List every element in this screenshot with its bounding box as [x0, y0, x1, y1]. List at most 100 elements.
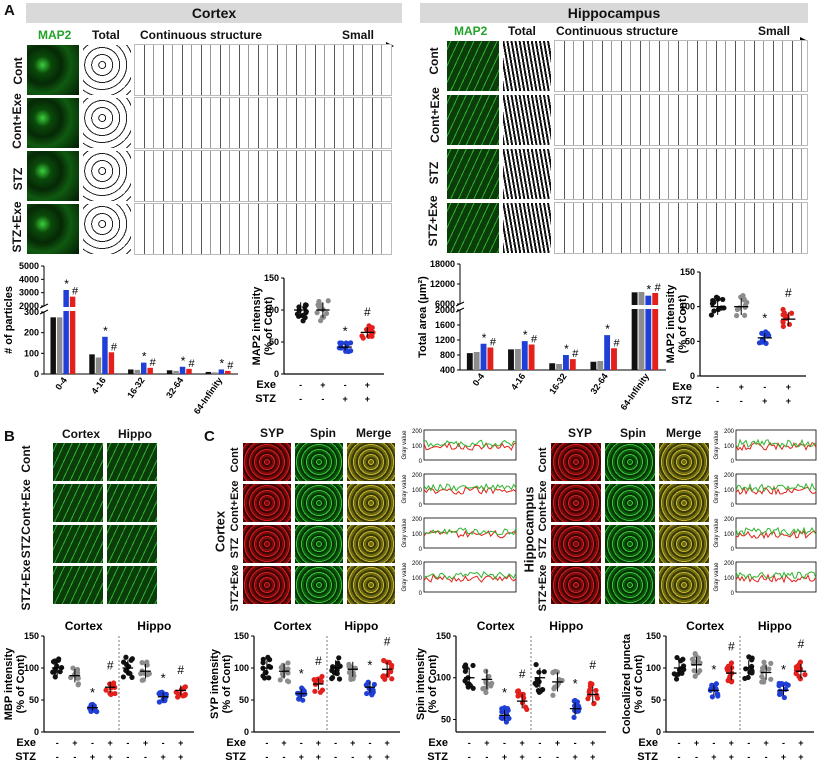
micrograph [106, 565, 158, 605]
data-point [265, 654, 271, 660]
data-point [554, 669, 560, 675]
exe-sign: - [126, 738, 129, 748]
row-stzexe-hippo: STZ+Exe [426, 195, 440, 247]
data-point [336, 676, 343, 682]
data-point [481, 685, 487, 691]
data-point [312, 688, 318, 694]
micrograph [82, 150, 132, 202]
stz-sign: + [108, 752, 113, 762]
significance-hash: # [490, 337, 497, 349]
data-point [483, 679, 489, 686]
profile-axis-label: Gray value [402, 430, 408, 460]
exe-sign: + [143, 738, 148, 748]
data-point [802, 672, 808, 678]
data-point [336, 655, 342, 661]
bar [179, 366, 186, 374]
profile-axis-label: Gray value [714, 562, 720, 592]
micrograph [82, 203, 132, 255]
micrograph [446, 94, 500, 146]
y-axis-label: # of particles [3, 286, 15, 354]
data-point [488, 683, 494, 689]
stz-sign: - [334, 752, 337, 762]
exe-sign: - [747, 738, 750, 748]
profile-frame [735, 517, 817, 549]
significance-star: * [103, 324, 108, 338]
y-tick-label: 1600 [435, 320, 455, 330]
x-tick-label: 64-Infinity [618, 371, 651, 412]
region-label-hippo: Hippo [137, 619, 171, 633]
data-point [709, 694, 715, 700]
data-point [673, 676, 680, 682]
y-tick-label: 150 [234, 631, 249, 641]
y-tick-label: 100 [234, 663, 249, 673]
data-point [780, 319, 786, 326]
significance-hash: # [364, 305, 371, 319]
stz-sign: - [73, 752, 76, 762]
data-point [574, 701, 580, 707]
micrograph [26, 203, 80, 255]
micrograph [106, 483, 158, 523]
stz-label: STZ [225, 751, 246, 763]
data-point [318, 678, 324, 685]
profile-line [423, 486, 517, 495]
significance-hash: # [72, 286, 79, 298]
c-row-contexe-left: Cont+Exe [229, 480, 241, 532]
data-point [796, 673, 802, 680]
stz-sign: - [283, 752, 286, 762]
data-point [470, 662, 476, 669]
y-tick-label: 100 [24, 663, 39, 673]
data-point [367, 333, 373, 339]
total-label-hippo: Total [508, 24, 536, 38]
bar-gap [55, 307, 64, 311]
region-label-cortex: Cortex [477, 619, 515, 633]
micrograph [658, 565, 710, 605]
coloc-chart: 150 100 50 0 Colocalized puncta(% of Cont) - -… [621, 619, 814, 763]
significance-star: * [564, 342, 569, 356]
data-point [571, 714, 577, 720]
profile-tick: 0 [419, 503, 423, 509]
data-point [339, 340, 345, 346]
data-point [123, 654, 129, 660]
exe-sign: + [590, 738, 595, 748]
c-row-cont-left: Cont [229, 447, 241, 473]
stz-sign: + [572, 752, 577, 762]
panel-label-c: C [204, 428, 215, 445]
data-point [285, 666, 291, 672]
hippocampus-title: Hippocampus [420, 3, 808, 23]
exe-label: Exe [256, 379, 276, 391]
stz-label: STZ [427, 751, 448, 763]
profile-tick: 0 [419, 459, 423, 465]
stz-sign: + [502, 752, 507, 762]
data-point [317, 689, 324, 695]
data-point [503, 719, 510, 725]
data-point [260, 660, 266, 666]
bar [563, 355, 569, 370]
data-point [260, 673, 266, 679]
exe-sign: - [716, 382, 719, 392]
bar [63, 290, 69, 374]
profile-frame [423, 473, 517, 505]
significance-hash: # [798, 637, 805, 651]
c-col-spin-right: Spin [620, 426, 646, 440]
data-point [535, 688, 542, 694]
profile-tick: 100 [412, 488, 423, 494]
c-col-merge-right: Merge [666, 426, 702, 440]
profile-tick: 200 [412, 473, 423, 479]
profile-line [735, 482, 817, 493]
y-tick-label: 150 [646, 631, 661, 641]
micrograph [658, 442, 710, 482]
stz-sign: + [786, 396, 791, 406]
data-point [320, 314, 327, 320]
region-label-cortex: Cortex [686, 619, 724, 633]
profile-line [423, 571, 517, 580]
data-point [74, 666, 81, 673]
exe-sign: + [786, 382, 791, 392]
profile-axis-label: Gray value [714, 474, 720, 504]
profile-axis-label: Gray value [402, 562, 408, 592]
data-point [175, 693, 181, 699]
data-point [499, 706, 505, 712]
micrograph [658, 483, 710, 523]
x-tick-label: 16-32 [125, 375, 146, 400]
data-point [743, 666, 749, 672]
y-axis-label: MAP2 intensity(% of Cont) [665, 284, 689, 364]
